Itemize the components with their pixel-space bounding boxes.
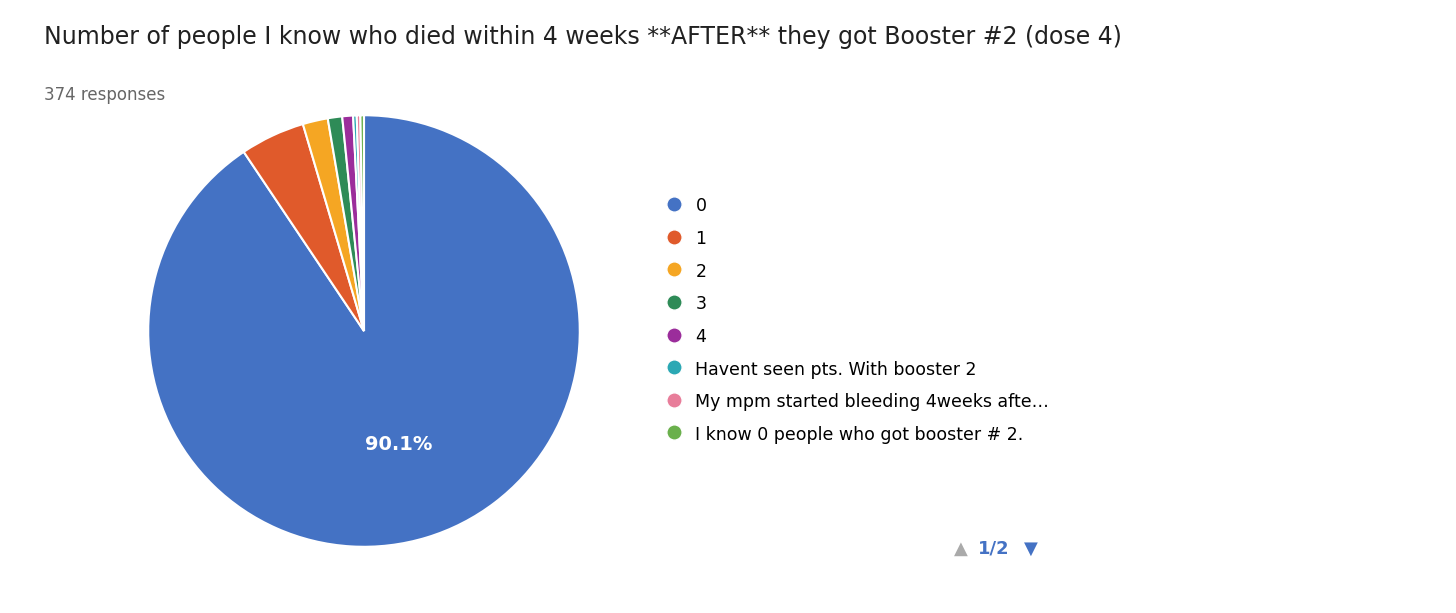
Wedge shape (149, 115, 579, 547)
Text: ▼: ▼ (1024, 540, 1038, 558)
Text: 90.1%: 90.1% (365, 435, 432, 454)
Wedge shape (352, 115, 364, 331)
Wedge shape (243, 124, 364, 331)
Text: 374 responses: 374 responses (44, 86, 165, 104)
Legend: 0, 1, 2, 3, 4, Havent seen pts. With booster 2, My mpm started bleeding 4weeks a: 0, 1, 2, 3, 4, Havent seen pts. With boo… (670, 197, 1050, 444)
Wedge shape (328, 116, 364, 331)
Text: Number of people I know who died within 4 weeks **AFTER** they got Booster #2 (d: Number of people I know who died within … (44, 25, 1121, 48)
Text: ▲: ▲ (954, 540, 968, 558)
Text: 1/2: 1/2 (978, 540, 1010, 558)
Wedge shape (303, 118, 364, 331)
Wedge shape (357, 115, 364, 331)
Wedge shape (342, 115, 364, 331)
Wedge shape (360, 115, 364, 331)
